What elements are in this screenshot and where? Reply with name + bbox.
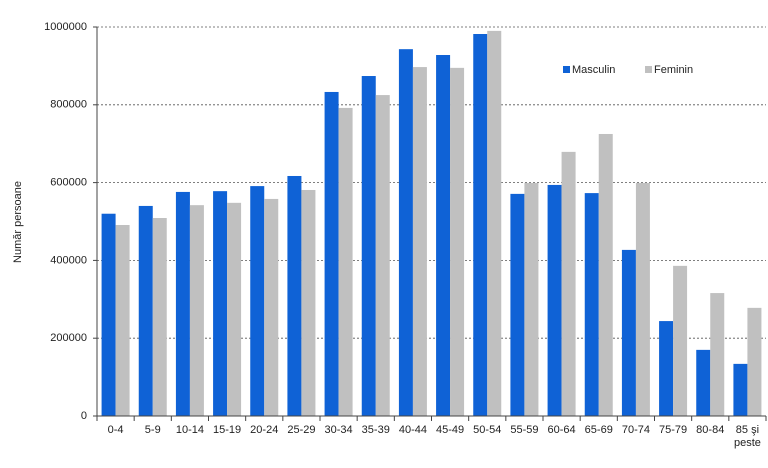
x-tick-label: 50-54 xyxy=(473,424,501,436)
y-tick-label: 1000000 xyxy=(44,21,87,33)
bar xyxy=(412,67,427,416)
bar xyxy=(436,55,451,417)
x-tick-label: 20-24 xyxy=(250,424,278,436)
bar xyxy=(635,182,650,416)
bar xyxy=(473,34,488,416)
y-tick-label: 400000 xyxy=(50,254,87,266)
bar xyxy=(696,349,711,416)
bar xyxy=(547,184,562,416)
bar xyxy=(115,225,130,416)
legend-swatch xyxy=(563,66,570,73)
x-tick-label: 60-64 xyxy=(548,424,576,436)
x-tick-label: 25-29 xyxy=(287,424,315,436)
bar xyxy=(287,175,302,416)
bar xyxy=(659,321,674,416)
bar xyxy=(747,307,762,416)
bar xyxy=(487,30,502,416)
bar xyxy=(301,189,316,416)
bar xyxy=(561,151,576,416)
bar xyxy=(398,49,413,416)
x-tick-label: 75-79 xyxy=(659,424,687,436)
bar xyxy=(710,293,725,416)
bar xyxy=(213,191,228,416)
x-tick-label: 80-84 xyxy=(696,424,724,436)
bar xyxy=(361,76,376,416)
bar xyxy=(138,205,153,416)
x-tick-label: 70-74 xyxy=(622,424,650,436)
bar xyxy=(584,193,599,416)
legend-label: Feminin xyxy=(654,64,693,76)
bar xyxy=(510,193,525,416)
x-tick-label: 65-69 xyxy=(585,424,613,436)
y-axis-label: Număr persoane xyxy=(12,181,24,263)
x-tick-label: 55-59 xyxy=(510,424,538,436)
bar xyxy=(101,213,116,416)
legend-swatch xyxy=(645,66,652,73)
bar xyxy=(324,91,339,416)
bar xyxy=(152,217,167,416)
bar xyxy=(250,186,265,416)
y-tick-label: 800000 xyxy=(50,99,87,111)
x-tick-label: 35-39 xyxy=(362,424,390,436)
bar xyxy=(673,265,688,416)
x-tick-label: 5-9 xyxy=(145,424,161,436)
x-tick-label: 40-44 xyxy=(399,424,427,436)
bar xyxy=(189,205,204,416)
y-tick-label: 200000 xyxy=(50,332,87,344)
bar xyxy=(621,249,636,416)
bar xyxy=(175,191,190,416)
legend-label: Masculin xyxy=(572,64,615,76)
bar xyxy=(524,182,539,416)
bar xyxy=(598,133,613,416)
bar xyxy=(264,198,279,416)
bar xyxy=(338,107,353,417)
x-tick-label: 45-49 xyxy=(436,424,464,436)
x-tick-label: 10-14 xyxy=(176,424,204,436)
x-tick-label: 85 şi peste xyxy=(734,424,761,449)
y-tick-label: 600000 xyxy=(50,177,87,189)
bar xyxy=(450,67,465,416)
x-tick-label: 30-34 xyxy=(325,424,353,436)
y-tick-label: 0 xyxy=(81,410,87,422)
bar xyxy=(733,363,748,416)
x-tick-label: 0-4 xyxy=(108,424,124,436)
bar xyxy=(375,95,390,416)
bar xyxy=(227,202,242,416)
x-tick-label: 15-19 xyxy=(213,424,241,436)
